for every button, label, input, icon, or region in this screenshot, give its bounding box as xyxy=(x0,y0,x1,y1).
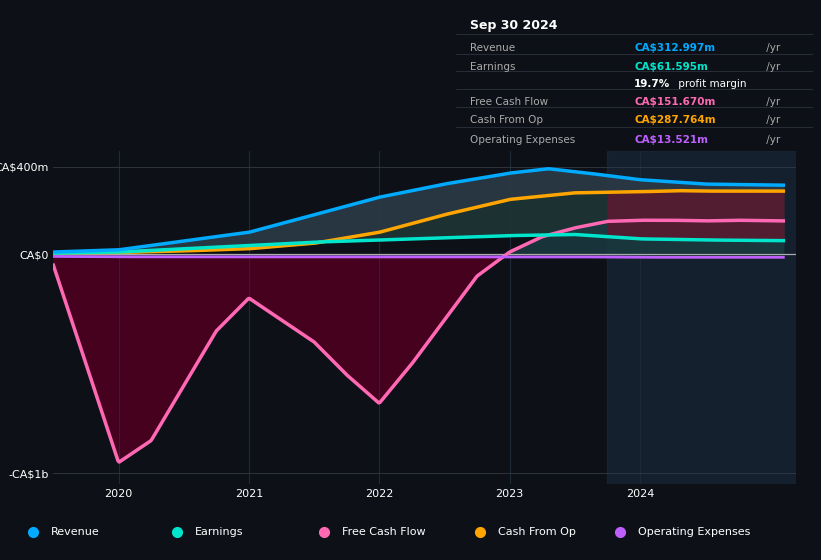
Text: CA$287.764m: CA$287.764m xyxy=(635,115,716,125)
Text: Operating Expenses: Operating Expenses xyxy=(470,134,576,144)
Text: Operating Expenses: Operating Expenses xyxy=(638,527,750,537)
Text: Revenue: Revenue xyxy=(470,43,515,53)
Text: Cash From Op: Cash From Op xyxy=(470,115,543,125)
Text: Sep 30 2024: Sep 30 2024 xyxy=(470,19,557,32)
Text: Earnings: Earnings xyxy=(470,62,516,72)
Bar xyxy=(608,151,796,484)
Text: CA$151.670m: CA$151.670m xyxy=(635,97,716,107)
Text: Cash From Op: Cash From Op xyxy=(498,527,576,537)
Text: profit margin: profit margin xyxy=(676,79,747,88)
Text: CA$13.521m: CA$13.521m xyxy=(635,134,709,144)
Text: Free Cash Flow: Free Cash Flow xyxy=(470,97,548,107)
Text: 19.7%: 19.7% xyxy=(635,79,671,88)
Text: /yr: /yr xyxy=(763,43,780,53)
Text: CA$312.997m: CA$312.997m xyxy=(635,43,715,53)
Text: /yr: /yr xyxy=(763,115,780,125)
Text: /yr: /yr xyxy=(763,134,780,144)
Text: Revenue: Revenue xyxy=(51,527,99,537)
Text: /yr: /yr xyxy=(763,97,780,107)
Text: Free Cash Flow: Free Cash Flow xyxy=(342,527,426,537)
Text: Earnings: Earnings xyxy=(195,527,243,537)
Text: CA$61.595m: CA$61.595m xyxy=(635,62,708,72)
Text: /yr: /yr xyxy=(763,62,780,72)
